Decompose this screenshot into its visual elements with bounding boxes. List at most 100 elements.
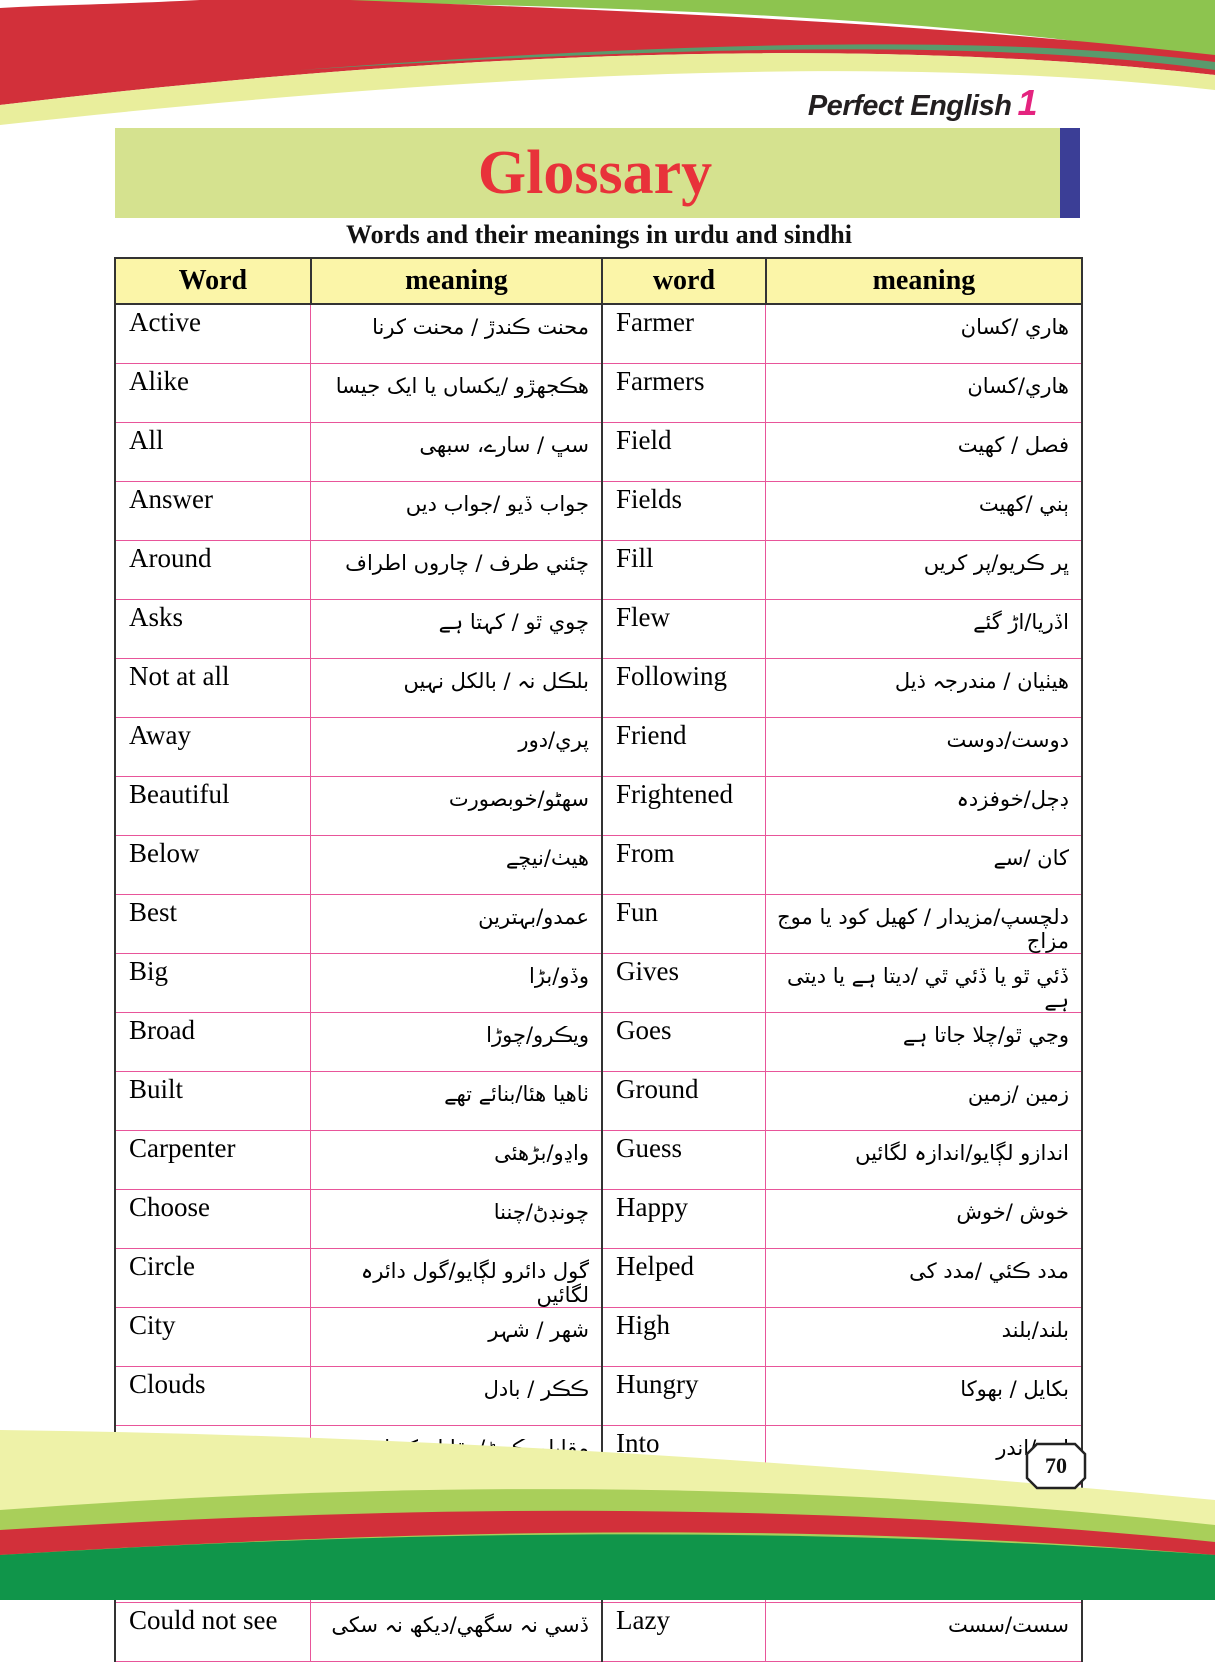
meaning-cell: وڃي ٿو/چلا جاتا ہے — [765, 1012, 1084, 1072]
meaning-cell: بلڪل نہ / بالکل نہیں — [310, 658, 604, 718]
meaning-cell: ڀر ڪريو/پر کریں — [765, 540, 1084, 600]
word-cell: Following — [601, 658, 767, 718]
meaning-cell: ڊڄل/خوفزدہ — [765, 776, 1084, 836]
word-cell: Happy — [601, 1189, 767, 1249]
table-row: Choose چونڊڻ/چننا Happy خوش /خوش — [114, 1189, 1084, 1249]
table-row: Not at all بلڪل نہ / بالکل نہیں Following ه… — [114, 658, 1084, 718]
word-cell: Lazy — [601, 1602, 767, 1662]
meaning-cell: ٺاهيا هئا/بنائے تھے — [310, 1071, 604, 1131]
table-row: Away پري/دور Friend دوست/دوست — [114, 717, 1084, 777]
word-cell: Built — [114, 1071, 312, 1131]
meaning-cell: وڏو/بڑا — [310, 953, 604, 1013]
title-banner — [115, 128, 1075, 218]
word-cell: Carpenter — [114, 1130, 312, 1190]
table-row: Alike هڪجهڙو /یکساں یا ایک جیسا Farmers هار… — [114, 363, 1084, 423]
table-row: Around چئني طرف / چاروں اطراف Fill ڀر ڪريو/… — [114, 540, 1084, 600]
column-header: word — [601, 257, 767, 305]
word-cell: All — [114, 422, 312, 482]
word-cell: Friend — [601, 717, 767, 777]
word-cell: Away — [114, 717, 312, 777]
column-header: meaning — [309, 257, 604, 305]
book-brand: Perfect English 1 — [807, 82, 1038, 124]
word-cell: From — [601, 835, 767, 895]
word-cell: High — [601, 1307, 767, 1367]
meaning-cell: جواب ڏيو /جواب دیں — [310, 481, 604, 541]
table-row: Built ٺاهيا هئا/بنائے تھے Ground زمين /زمین — [114, 1071, 1084, 1131]
word-cell: Best — [114, 894, 312, 954]
word-cell: Circle — [114, 1248, 312, 1308]
page-number-badge: 70 — [1023, 1440, 1089, 1492]
word-cell: Active — [114, 303, 312, 364]
column-header: Word — [114, 257, 312, 305]
meaning-cell: چوي ٿو / کہتا ہے — [310, 599, 604, 659]
table-row: Answer جواب ڏيو /جواب دیں Fields ٻني /کھیت — [114, 481, 1084, 541]
table-row: Clouds ڪڪر / بادل Hungry بکايل / بھوکا — [114, 1366, 1084, 1426]
word-cell: Fun — [601, 894, 767, 954]
table-row: Below هيٺ/نیچے From کان /سے — [114, 835, 1084, 895]
meaning-cell: ڪڪر / بادل — [310, 1366, 604, 1426]
meaning-cell: سست/سست — [765, 1602, 1084, 1662]
meaning-cell: فصل / کھیت — [765, 422, 1084, 482]
meaning-cell: بلند/بلند — [765, 1307, 1084, 1367]
meaning-cell: هيٺ/نیچے — [310, 835, 604, 895]
word-cell: Fill — [601, 540, 767, 600]
meaning-cell: کان /سے — [765, 835, 1084, 895]
word-cell: Flew — [601, 599, 767, 659]
meaning-cell: پري/دور — [310, 717, 604, 777]
meaning-cell: ڏئي ٿو يا ڏئي ٿي /دیتا ہے یا دیتی ہے — [765, 953, 1084, 1013]
meaning-cell: واڍو/بڑھئی — [310, 1130, 604, 1190]
meaning-cell: ڏسي نہ سگهي/دیکھ نہ سکی — [310, 1602, 604, 1662]
table-row: Beautiful سهڻو/خوبصورت Frightened ڊڄل/خوفزد… — [114, 776, 1084, 836]
meaning-cell: زمين /زمین — [765, 1071, 1084, 1131]
page-number: 70 — [1045, 1453, 1067, 1478]
word-cell: Frightened — [601, 776, 767, 836]
word-cell: Guess — [601, 1130, 767, 1190]
glossary-table: Word meaning word meaning Active محنت ڪند… — [114, 257, 1084, 1662]
table-row: Carpenter واڍو/بڑھئی Guess اندازو لڳايو/اند… — [114, 1130, 1084, 1190]
meaning-cell: مدد ڪئي /مدد کی — [765, 1248, 1084, 1308]
table-row: Circle گول دائرو لڳايو/گول دائرہ لگائیں He… — [114, 1248, 1084, 1308]
brand-number: 1 — [1017, 82, 1037, 123]
word-cell: Hungry — [601, 1366, 767, 1426]
table-row: Best عمدو/بہترین Fun دلچسپ/مزيدار / کھیل کو… — [114, 894, 1084, 954]
word-cell: Asks — [114, 599, 312, 659]
table-row: Asks چوي ٿو / کہتا ہے Flew اڏريا/اڑ گئے — [114, 599, 1084, 659]
table-row: Big وڏو/بڑا Gives ڏئي ٿو يا ڏئي ٿي /دیتا ہے… — [114, 953, 1084, 1013]
table-row: City شهر / شہر High بلند/بلند — [114, 1307, 1084, 1367]
word-cell: Big — [114, 953, 312, 1013]
word-cell: Ground — [601, 1071, 767, 1131]
meaning-cell: اندازو لڳايو/اندازہ لگائیں — [765, 1130, 1084, 1190]
word-cell: Broad — [114, 1012, 312, 1072]
word-cell: Farmers — [601, 363, 767, 423]
meaning-cell: محنت ڪندڙ / محنت کرنا — [310, 303, 604, 364]
word-cell: Not at all — [114, 658, 312, 718]
word-cell: Answer — [114, 481, 312, 541]
table-row: Broad ويڪرو/چوڑا Goes وڃي ٿو/چلا جاتا ہے — [114, 1012, 1084, 1072]
bottom-wave-decoration — [0, 1430, 1215, 1600]
word-cell: Fields — [601, 481, 767, 541]
word-cell: Alike — [114, 363, 312, 423]
meaning-cell: چئني طرف / چاروں اطراف — [310, 540, 604, 600]
page-subtitle: Words and their meanings in urdu and sin… — [346, 220, 852, 249]
word-cell: Goes — [601, 1012, 767, 1072]
meaning-cell: سهڻو/خوبصورت — [310, 776, 604, 836]
word-cell: Could not see — [114, 1602, 312, 1662]
meaning-cell: گول دائرو لڳايو/گول دائرہ لگائیں — [310, 1248, 604, 1308]
meaning-cell: سڀ / سارے، سبھی — [310, 422, 604, 482]
meaning-cell: چونڊڻ/چننا — [310, 1189, 604, 1249]
meaning-cell: هڪجهڙو /یکساں یا ایک جیسا — [310, 363, 604, 423]
brand-text: Perfect English — [807, 90, 1012, 122]
table-row: All سڀ / سارے، سبھی Field فصل / کھیت — [114, 422, 1084, 482]
word-cell: Clouds — [114, 1366, 312, 1426]
word-cell: Beautiful — [114, 776, 312, 836]
word-cell: Gives — [601, 953, 767, 1013]
page-title: Glossary — [477, 139, 713, 207]
table-header-row: Word meaning word meaning — [114, 257, 1084, 305]
meaning-cell: بکايل / بھوکا — [765, 1366, 1084, 1426]
word-cell: Field — [601, 422, 767, 482]
badge-frame-icon — [1025, 1442, 1087, 1490]
meaning-cell: ويڪرو/چوڑا — [310, 1012, 604, 1072]
meaning-cell: هاري/کسان — [765, 363, 1084, 423]
word-cell: Below — [114, 835, 312, 895]
meaning-cell: هاري /کسان — [765, 303, 1084, 364]
